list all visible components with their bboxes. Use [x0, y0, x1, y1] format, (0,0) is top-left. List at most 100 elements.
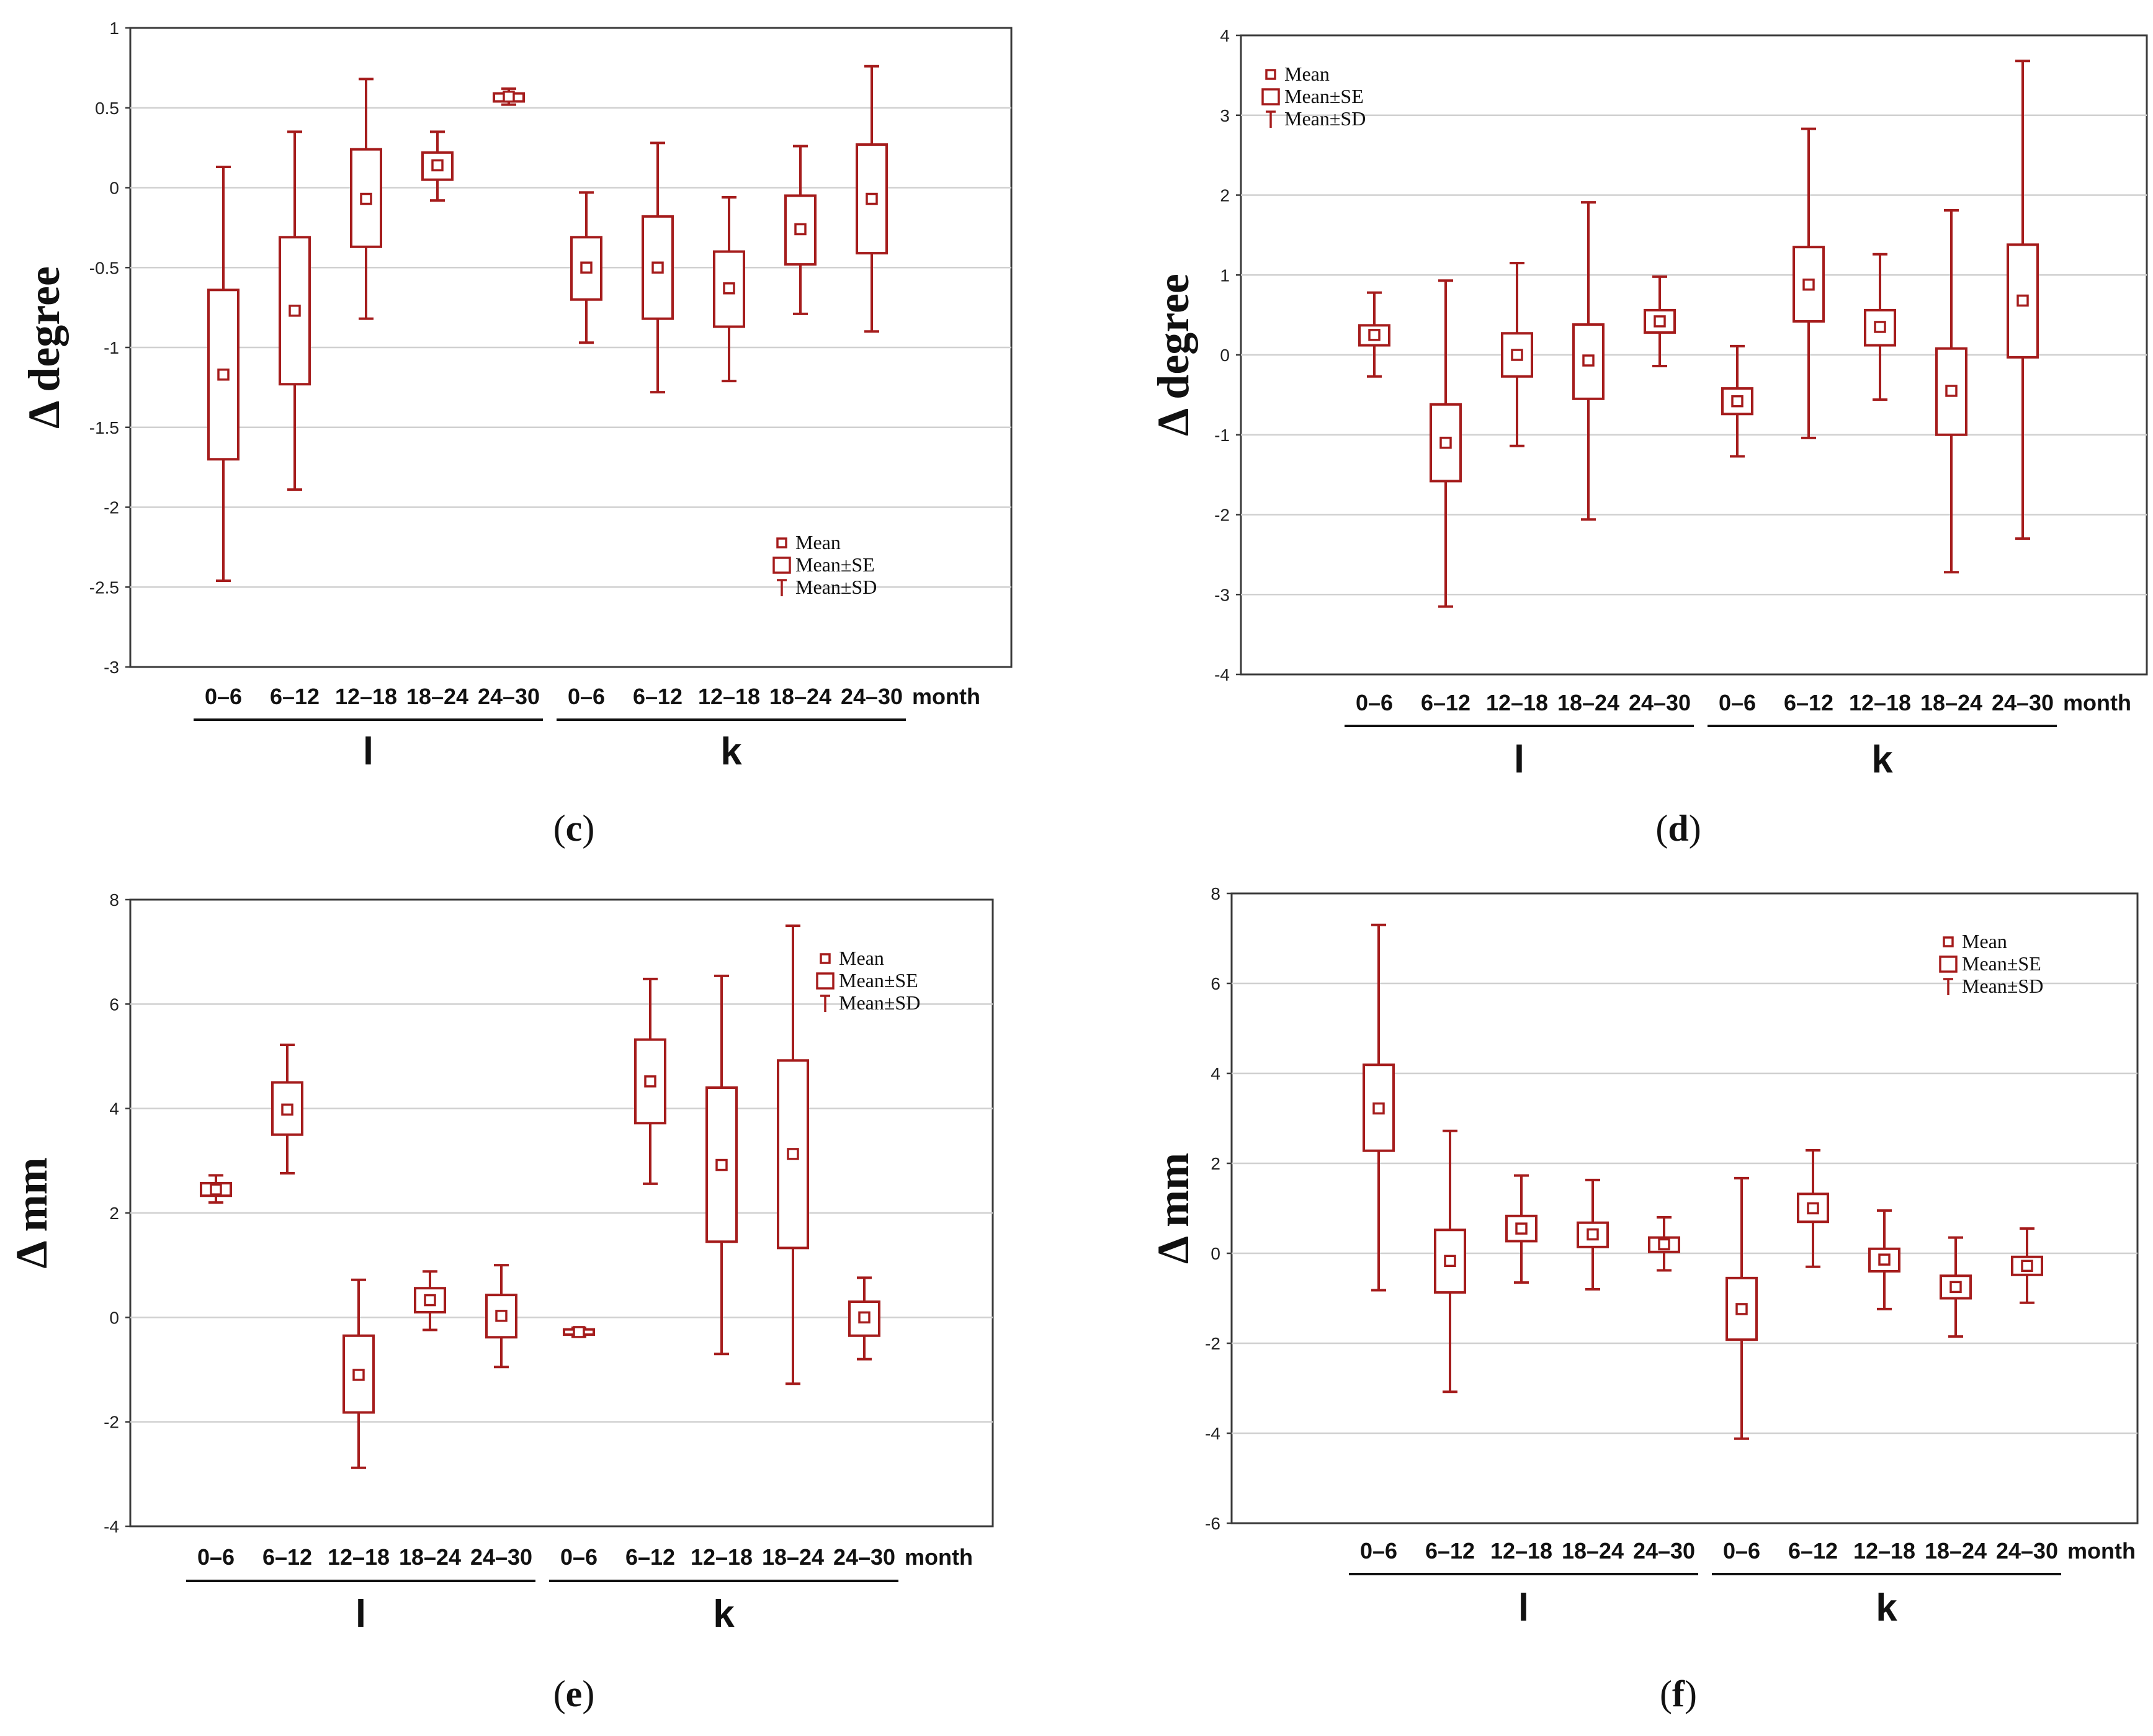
mean-point — [1368, 329, 1381, 341]
mean-point — [289, 305, 301, 317]
panel-label-letter: d — [1668, 808, 1688, 849]
box-f-9 — [1940, 1236, 1972, 1338]
group-label-l: l — [1518, 1586, 1529, 1629]
group-label-l: l — [363, 730, 374, 773]
box-e-5 — [485, 1264, 517, 1369]
box-e-1 — [200, 1174, 232, 1204]
x-tick-label: 12–18 — [1490, 1538, 1552, 1564]
group-label-k: k — [720, 730, 742, 773]
legend-se-symbol — [1261, 88, 1280, 105]
legend-se-label: Mean±SE — [1962, 952, 2041, 975]
box-d-1 — [1358, 291, 1390, 378]
x-tick-label: 0–6 — [560, 1544, 598, 1570]
chart-panel-e: -4 -2 0 2 4 6 8 Δ mm 0–6 6–12 12–18 18–24 24–30 0–6 6–… — [7, 890, 994, 1714]
box-d-9 — [1935, 208, 1967, 574]
x-tick-label: 6–12 — [1421, 690, 1470, 715]
mean-point — [644, 1075, 656, 1088]
x-tick-label: 6–12 — [1784, 690, 1833, 715]
box-e-7 — [634, 977, 666, 1185]
y-tick-label: 3 — [1220, 106, 1230, 125]
box-f-7 — [1797, 1148, 1829, 1268]
x-tick-label: 12–18 — [691, 1544, 753, 1570]
mean-point — [1731, 395, 1743, 408]
x-tick-label: 0–6 — [1719, 690, 1756, 715]
panel-label: (c) — [553, 808, 595, 849]
chart-panel-f: -6 -4 -2 0 2 4 6 8 Δ mm 0–6 6–12 12–18 18–24 24–30 0–6… — [1148, 884, 2139, 1714]
mean-point — [1802, 278, 1815, 291]
box-c-10 — [856, 65, 888, 333]
se-box — [414, 1287, 446, 1313]
box-c-8 — [713, 195, 745, 383]
legend-mean-label: Mean — [1284, 63, 1330, 85]
mean-point — [858, 1311, 871, 1324]
panel-label: (e) — [553, 1673, 595, 1714]
y-tick-label: -1 — [104, 338, 119, 357]
y-axis-title: Δ mm — [1148, 1153, 1198, 1264]
mean-point — [1807, 1202, 1819, 1215]
y-tick-label: 8 — [1211, 884, 1220, 903]
x-tick-label: 12–18 — [1486, 690, 1548, 715]
x-tick-label: 24–30 — [1629, 690, 1691, 715]
panel-label-close: ) — [1689, 808, 1701, 849]
mean-point — [1439, 436, 1452, 449]
y-tick-label: 0 — [109, 1308, 119, 1327]
box-f-10 — [2011, 1227, 2043, 1304]
legend-sd-label: Mean±SD — [839, 991, 920, 1014]
mean-point — [281, 1103, 293, 1116]
panel-label-open: ( — [1660, 1673, 1672, 1714]
y-tick-label: 1 — [1220, 266, 1230, 285]
x-tick-label: 18–24 — [399, 1544, 461, 1570]
panel-label-letter: e — [566, 1673, 583, 1714]
legend-mean-label: Mean — [839, 947, 884, 969]
box-c-2 — [279, 130, 311, 491]
x-tick-label: 24–30 — [841, 684, 903, 709]
panel-label-close: ) — [582, 808, 594, 849]
box-d-3 — [1501, 261, 1533, 447]
mean-point — [1372, 1102, 1385, 1115]
x-unit-label: month — [2067, 1538, 2136, 1564]
mean-point — [866, 192, 878, 205]
mean-point — [360, 192, 372, 205]
x-tick-label: 24–30 — [1996, 1538, 2058, 1564]
panel-label-letter: c — [566, 808, 583, 849]
x-tick-label: 18–24 — [1925, 1538, 1987, 1564]
y-tick-label: -2 — [1205, 1334, 1220, 1353]
mean-point — [651, 261, 664, 274]
mean-point — [431, 159, 444, 172]
y-tick-label: -4 — [1214, 665, 1230, 684]
y-tick-label: -6 — [1205, 1514, 1220, 1533]
se-box — [1572, 323, 1605, 400]
mean-point — [573, 1326, 585, 1338]
box-c-9 — [784, 145, 817, 315]
x-tick-label: 24–30 — [470, 1544, 532, 1570]
x-tick-label: 12–18 — [698, 684, 760, 709]
box-d-5 — [1644, 275, 1676, 368]
x-tick-label: 24–30 — [1992, 690, 2054, 715]
legend-se-symbol — [816, 972, 835, 990]
box-e-3 — [342, 1278, 375, 1469]
x-tick-label: 6–12 — [633, 684, 683, 709]
y-tick-label: 0 — [1211, 1244, 1220, 1263]
legend-mean-label: Mean — [1962, 930, 2007, 952]
x-tick-label: 18–24 — [1557, 690, 1619, 715]
box-c-7 — [642, 141, 674, 394]
legend-sd-label: Mean±SD — [795, 576, 877, 598]
panel-label-open: ( — [553, 808, 566, 849]
box-c-3 — [350, 78, 382, 320]
legend-mean-symbol — [776, 537, 787, 548]
y-tick-label: 4 — [1220, 26, 1230, 45]
box-d-7 — [1793, 127, 1825, 439]
x-tick-label: 0–6 — [205, 684, 242, 709]
x-tick-label: 0–6 — [1356, 690, 1393, 715]
mean-point — [723, 282, 735, 295]
y-tick-label: 4 — [1211, 1064, 1220, 1083]
mean-point — [1511, 349, 1523, 361]
box-c-6 — [570, 191, 602, 344]
y-tick-label: -1.5 — [89, 418, 119, 437]
x-unit-label: month — [2063, 690, 2131, 715]
y-tick-label: 4 — [109, 1099, 119, 1119]
